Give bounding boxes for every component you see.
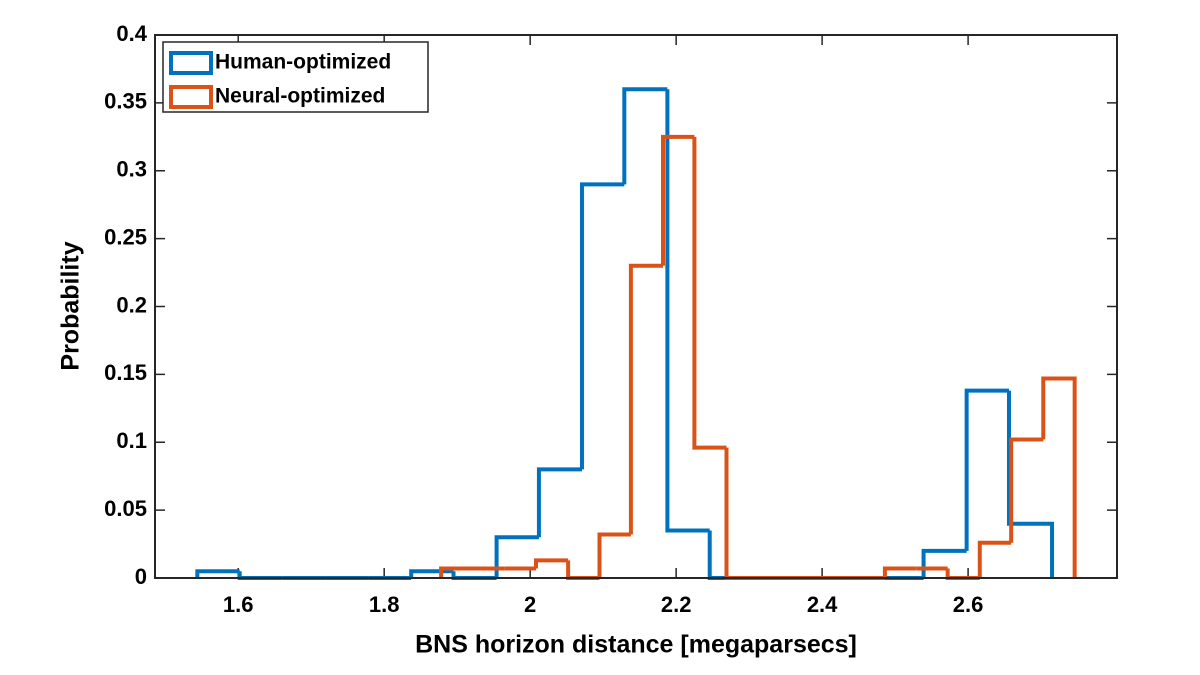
y-axis-label: Probability	[57, 241, 85, 370]
y-tick-label: 0.15	[104, 360, 147, 385]
histogram-bin	[237, 571, 283, 580]
histogram-bin	[1009, 437, 1044, 543]
y-tick-label: 0.1	[116, 428, 147, 453]
histogram-bin	[661, 134, 695, 266]
histogram-bin	[622, 87, 668, 185]
y-tick-label: 0.25	[104, 224, 147, 249]
histogram-bin	[195, 569, 240, 578]
legend-label: Human-optimized	[215, 51, 391, 74]
y-tick-label: 0	[135, 564, 147, 589]
legend-swatch	[169, 85, 213, 109]
histogram-bin	[628, 263, 664, 535]
x-tick-label: 1.6	[223, 592, 254, 617]
histogram-bin	[964, 388, 1009, 551]
y-tick-label: 0.2	[116, 292, 147, 317]
x-tick-label: 1.8	[369, 592, 400, 617]
histogram-bin	[534, 558, 569, 569]
histogram-bin	[1006, 390, 1055, 578]
histogram-bin	[945, 568, 980, 580]
histogram-bin	[597, 532, 631, 578]
legend: Human-optimized Neural-optimized	[162, 41, 429, 113]
x-tick-label: 2.4	[807, 592, 838, 617]
histogram-bin	[494, 535, 539, 578]
legend-label: Neural-optimized	[215, 85, 385, 108]
histogram-bin	[882, 566, 917, 578]
x-tick-label: 2.2	[661, 592, 692, 617]
histogram-bin	[1041, 376, 1077, 578]
plot-frame	[154, 34, 1118, 579]
x-tick-label: 2.6	[953, 592, 984, 617]
legend-swatch	[169, 51, 213, 75]
histogram-bin	[724, 447, 758, 580]
histogram-bin	[409, 569, 454, 578]
y-tick-label: 0.4	[116, 21, 147, 46]
histogram-bin	[977, 540, 1012, 578]
histogram-bin	[692, 136, 727, 450]
histogram-bin	[707, 530, 753, 580]
histogram-bin	[439, 566, 473, 578]
histogram-bin	[665, 89, 710, 533]
histogram-bin	[536, 467, 582, 538]
y-tick-label: 0.3	[116, 157, 147, 182]
y-tick-label: 0.05	[104, 496, 147, 521]
histogram-bin	[579, 182, 625, 470]
x-axis-label: BNS horizon distance [megaparsecs]	[415, 631, 857, 659]
y-tick-label: 0.35	[104, 89, 147, 114]
histogram-bin	[451, 571, 497, 580]
histogram-bin	[566, 560, 600, 580]
x-tick-label: 2	[524, 592, 536, 617]
histogram-bin	[921, 548, 967, 578]
